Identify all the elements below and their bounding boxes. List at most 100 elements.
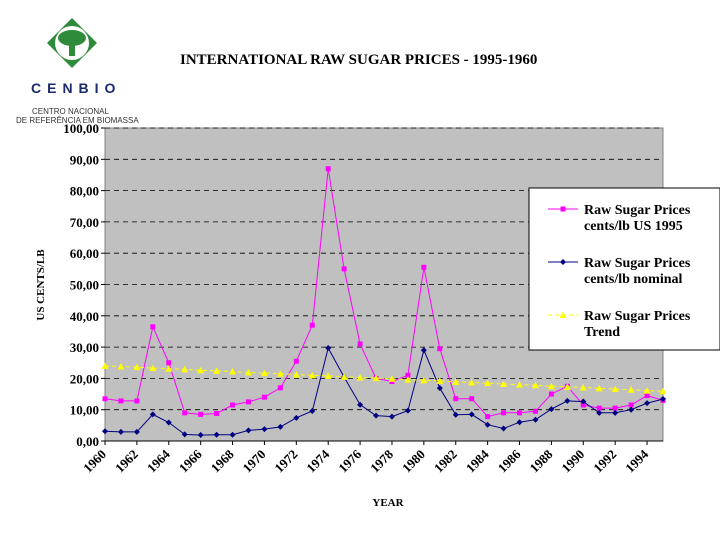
data-point [627, 386, 635, 393]
y-tick-label: 80,00 [70, 184, 99, 199]
data-point [357, 341, 363, 347]
data-point [229, 431, 236, 438]
data-point [197, 366, 205, 374]
data-point [181, 431, 188, 438]
data-point [166, 360, 172, 366]
data-point [516, 419, 523, 426]
data-point [560, 259, 566, 265]
data-point [452, 411, 459, 418]
data-point [501, 410, 507, 416]
data-point [643, 387, 651, 394]
data-point [133, 428, 140, 435]
data-point [198, 411, 204, 417]
data-point [485, 414, 491, 420]
data-point [150, 324, 156, 330]
legend-box [528, 187, 720, 351]
data-point [580, 398, 587, 405]
data-point [563, 383, 571, 390]
data-point [612, 405, 618, 411]
data-point [293, 358, 299, 364]
data-point [548, 391, 554, 397]
data-point [261, 426, 268, 433]
data-point [149, 364, 157, 372]
data-point [564, 397, 571, 404]
data-point [405, 372, 411, 378]
data-point [596, 409, 603, 416]
data-point [559, 311, 567, 318]
data-point [341, 266, 347, 272]
y-tick-label: 90,00 [70, 152, 99, 167]
data-point [469, 396, 475, 402]
y-tick-label: 30,00 [70, 340, 99, 355]
data-point [452, 378, 460, 385]
data-point [261, 394, 267, 400]
data-point [277, 385, 283, 391]
data-point [453, 396, 459, 402]
data-point [644, 400, 651, 407]
data-point [628, 402, 634, 408]
x-tick-label: 1978 [367, 446, 396, 475]
data-point [117, 428, 124, 435]
data-point [245, 427, 252, 434]
data-point [101, 362, 109, 369]
x-tick-label: 1962 [112, 447, 141, 476]
x-tick-label: 1968 [208, 446, 237, 475]
data-point [244, 368, 252, 376]
legend-label: Raw Sugar Prices cents/lb nominal [584, 256, 691, 287]
data-point [388, 375, 396, 382]
data-point [484, 379, 492, 387]
data-point [372, 374, 380, 382]
data-point [660, 396, 666, 403]
data-point [102, 396, 108, 402]
data-point [133, 363, 141, 371]
data-point [611, 385, 619, 393]
y-tick-label: 50,00 [70, 278, 99, 293]
y-tick-label: 70,00 [70, 215, 99, 230]
data-point [517, 410, 523, 416]
data-point [292, 371, 300, 378]
data-point [165, 419, 172, 426]
data-point [547, 382, 555, 390]
x-tick-label: 1984 [463, 446, 492, 475]
y-axis-label: US CENTS/LB [35, 249, 47, 321]
cenbio-logo: CENBIO CENTRO NACIONAL DE REFERÊNCIA EM … [0, 0, 140, 130]
y-tick-label: 0,00 [76, 434, 99, 449]
data-point [373, 412, 380, 419]
data-point [500, 425, 507, 432]
x-axis-label: YEAR [372, 497, 404, 509]
legend-item-1: Raw Sugar Prices cents/lb US 1995 [548, 203, 691, 234]
data-point [421, 264, 427, 270]
data-point [117, 363, 125, 370]
data-point [181, 365, 189, 373]
data-point [214, 410, 220, 416]
data-point [468, 411, 475, 418]
data-point [276, 370, 284, 377]
data-point [595, 384, 603, 392]
data-point [134, 398, 140, 404]
x-tick-label: 1982 [431, 447, 460, 476]
data-point [230, 402, 236, 408]
data-point [149, 411, 156, 418]
chart-title: INTERNATIONAL RAW SUGAR PRICES - 1995-19… [180, 52, 538, 68]
y-tick-label: 100,00 [63, 121, 99, 136]
data-point [325, 166, 331, 172]
data-point [420, 376, 428, 384]
x-tick-label: 1990 [558, 447, 587, 476]
data-point [245, 399, 251, 405]
data-point [516, 381, 524, 388]
data-point [309, 322, 315, 328]
x-tick-label: 1972 [271, 447, 300, 476]
x-tick-label: 1974 [303, 446, 332, 475]
y-tick-label: 20,00 [70, 371, 99, 386]
x-tick-label: 1960 [80, 447, 109, 476]
y-tick-label: 60,00 [70, 246, 99, 261]
data-point [277, 423, 284, 430]
legend-label: Raw Sugar Prices Trend [584, 309, 691, 340]
x-tick-label: 1964 [144, 446, 173, 475]
y-tick-label: 10,00 [70, 403, 99, 418]
data-point [308, 371, 316, 379]
data-point [356, 373, 364, 381]
data-point [340, 373, 348, 380]
data-point [102, 428, 108, 435]
data-point [612, 409, 619, 416]
